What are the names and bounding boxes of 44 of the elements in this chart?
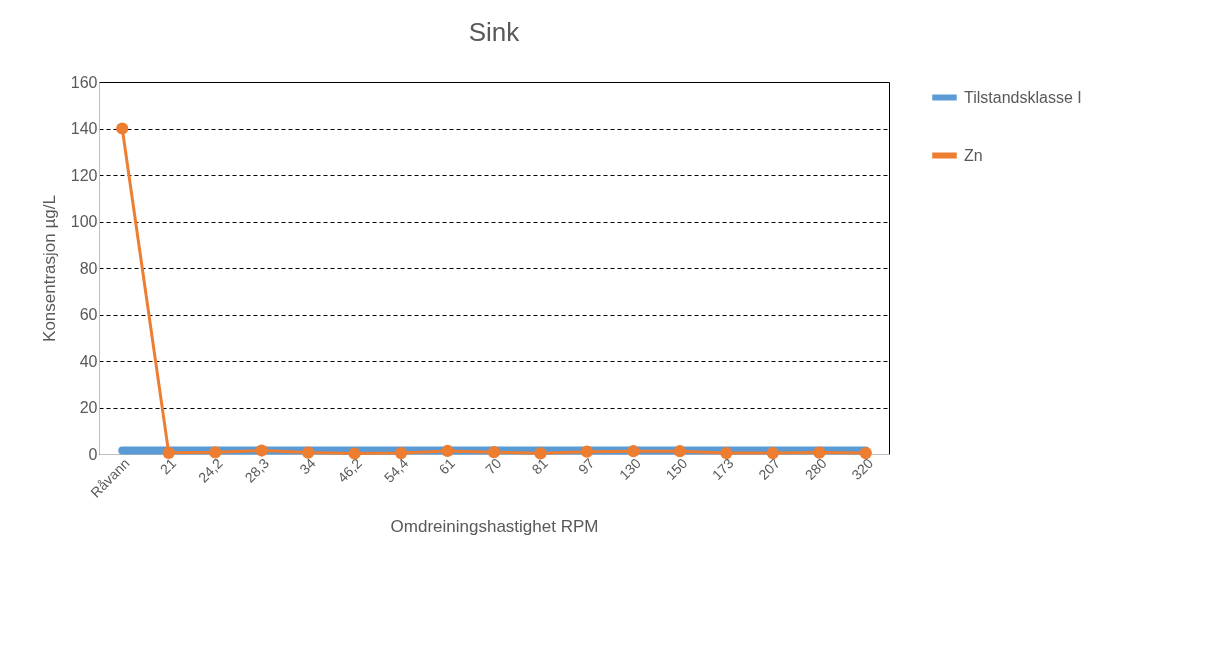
x-tick-label: 21 — [156, 454, 180, 478]
point — [720, 446, 733, 460]
x-tick-label: 320 — [848, 454, 877, 483]
point — [673, 445, 687, 458]
x-tick-label: 207 — [755, 454, 784, 483]
point — [487, 446, 501, 459]
x-tick-label: 54,4 — [380, 454, 412, 486]
x-axis-title: Omdreiningshastighet RPM — [390, 516, 599, 536]
y-axis-title: Konsentrasjon µg/L — [39, 195, 59, 342]
x-tick-label: 280 — [801, 454, 830, 483]
point — [813, 446, 826, 459]
y-tick-label: 100 — [70, 213, 98, 230]
point — [116, 122, 129, 135]
y-tick-label: 0 — [88, 445, 98, 463]
x-tick-label: 70 — [482, 454, 505, 478]
point — [301, 446, 315, 459]
x-tick-label: 130 — [615, 454, 644, 483]
y-tick-label: 60 — [79, 306, 98, 323]
point — [580, 445, 594, 458]
x-tick-label: 150 — [662, 454, 691, 483]
point — [255, 444, 268, 457]
point — [162, 446, 175, 459]
point — [348, 447, 361, 460]
point — [627, 445, 640, 458]
y-tick-label: 160 — [70, 73, 98, 91]
chart-title: Sink — [468, 17, 521, 47]
legend-label: Zn — [964, 146, 983, 164]
y-tick-label: 120 — [70, 166, 98, 184]
x-tick-label: 46,2 — [334, 454, 366, 486]
point — [209, 446, 222, 459]
y-tick-label: 20 — [79, 399, 98, 416]
point — [441, 444, 454, 458]
x-tick-label: 61 — [435, 454, 459, 478]
x-tick-label: 81 — [528, 454, 552, 478]
x-tick-label: 97 — [575, 454, 598, 478]
point — [394, 446, 408, 460]
y-tick-label: 40 — [79, 352, 98, 370]
x-tick-label: 34 — [296, 454, 319, 478]
legend-label: Tilstandsklasse I — [964, 88, 1082, 106]
y-tick-label: 80 — [79, 259, 98, 277]
point — [534, 447, 547, 460]
y-tick-label: 140 — [70, 120, 98, 137]
x-tick-label: 173 — [708, 454, 737, 483]
point — [859, 446, 872, 460]
